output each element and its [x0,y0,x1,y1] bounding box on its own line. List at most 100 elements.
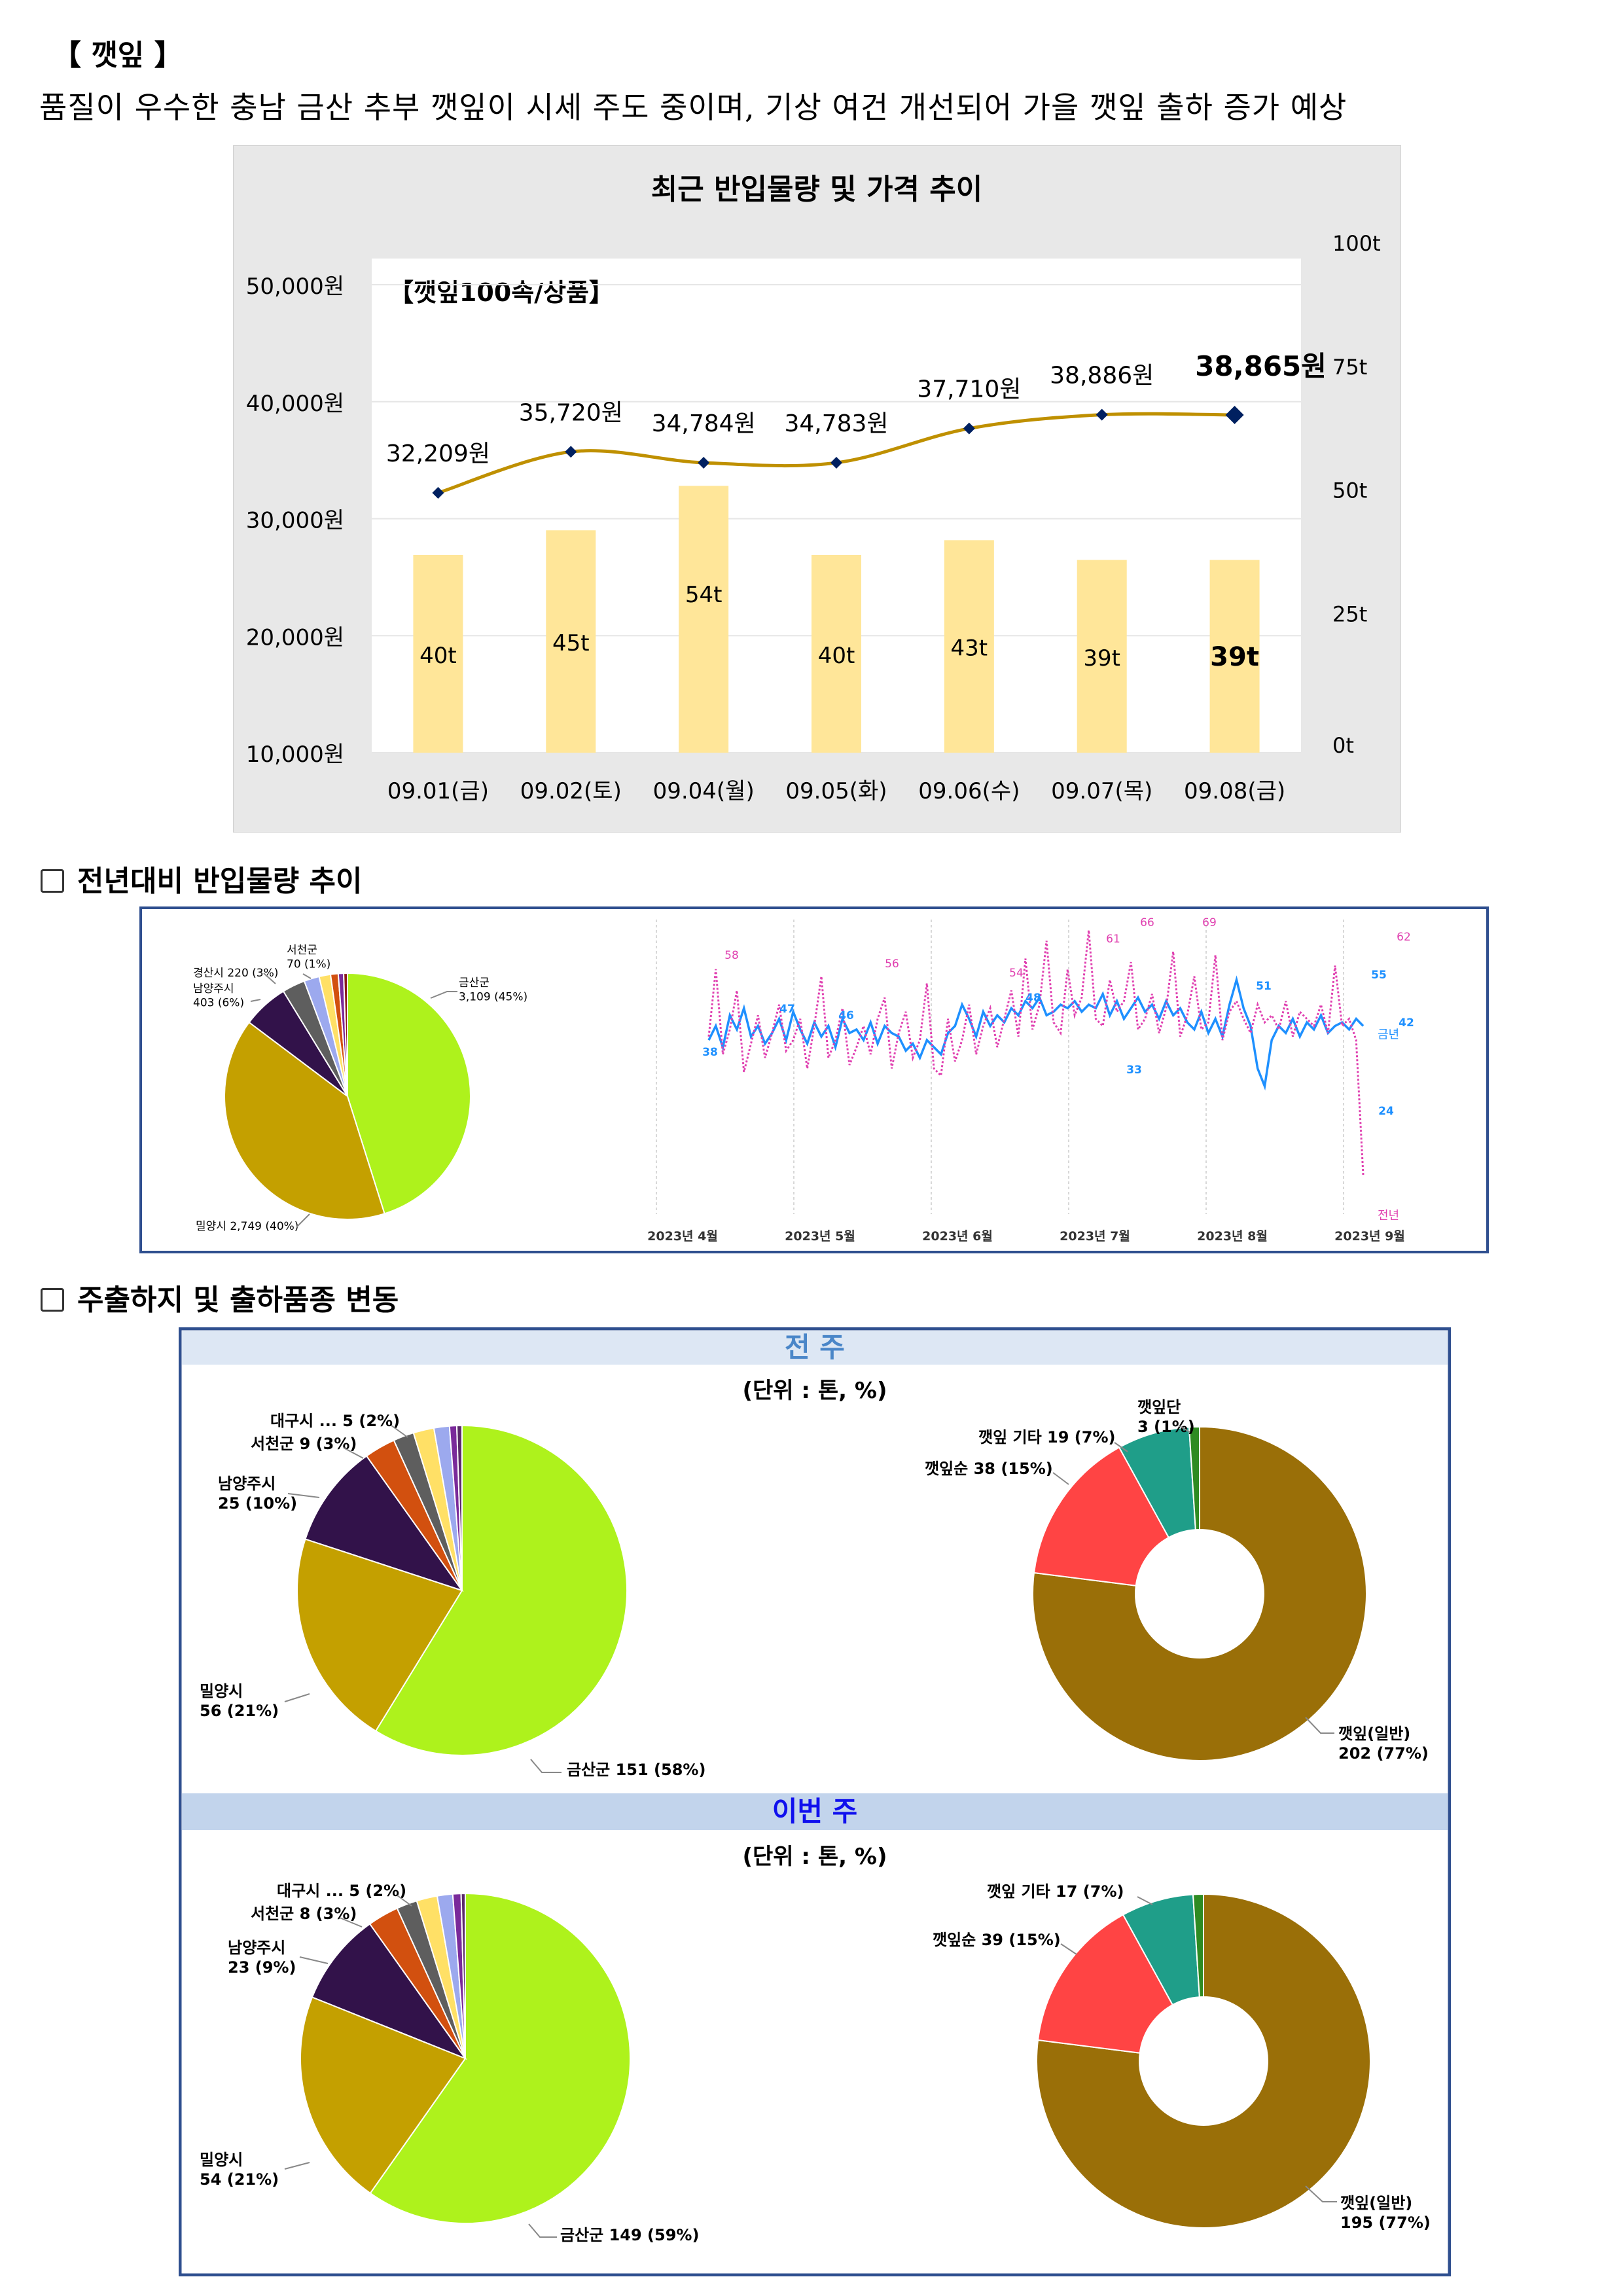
chart-title: 최근 반입물량 및 가격 추이 [651,173,983,206]
pie-slice [455,1424,463,1591]
peak-annotation: 58 [724,949,739,962]
pie-label: 깻잎(일반) [1340,2194,1412,2212]
pie-slice [369,1892,631,2224]
right-tick-label: 0t [1332,733,1354,758]
pie-slice [1192,1893,1204,1998]
pie-label: 깻잎 기타 17 (7%) [987,1882,1124,1901]
pie-slice [300,1996,467,2195]
leader-line [1305,1717,1334,1734]
price-marker [1225,406,1244,425]
price-label: 37,710원 [917,376,1021,403]
leader-line [284,1693,310,1702]
pie-label: 남양주시 [218,1475,276,1493]
pie-sublabel: 25 (10%) [218,1494,297,1513]
volume-bar [413,555,463,753]
right-tick-label: 75t [1332,355,1367,380]
volume-label: 40t [818,643,855,669]
pie-slice [304,1455,464,1592]
chart-subtitle: 【깻잎100속/상품】 [389,278,614,307]
left-tick-label: 20,000원 [246,624,344,651]
right-tick-label: 50t [1332,478,1367,503]
volume-label: 45t [552,630,590,656]
volume-label: 39t [1210,642,1259,672]
category-label: 09.04(월) [653,778,755,804]
pie-label: 대구시 ... 5 (2%) [277,1882,406,1900]
pie-label: 금산군 [459,977,490,990]
category-label: 09.07(목) [1051,778,1152,804]
leader-line [296,1213,310,1228]
pie-slice [374,1424,628,1756]
pie-sublabel: 23 (9%) [228,1958,296,1977]
pie-label: 깻잎순 39 (15%) [933,1931,1061,1949]
price-label: 38,865원 [1195,350,1327,382]
peak-annotation: 55 [1371,969,1387,982]
pie-label: 금산군 151 (58%) [567,1761,705,1779]
month-label: 2023년 8월 [1197,1229,1268,1244]
left-tick-label: 40,000원 [246,391,344,417]
leader-line [430,991,457,999]
pie-slice [224,1021,385,1220]
origin-section-header: 주출하지 및 출하품종 변동 [41,1276,399,1318]
volume-bar [1077,560,1127,753]
leader-line [1305,2185,1337,2202]
leader-line [339,1917,363,1928]
peak-annotation: 66 [1140,916,1154,929]
price-marker [1096,408,1108,421]
peak-annotation: 47 [779,1003,795,1016]
volume-label: 54t [685,582,722,608]
volume-bar [812,555,861,753]
price-label: 38,886원 [1050,363,1154,389]
recent-price-volume-chart: 최근 반입물량 및 가격 추이 【깻잎100속/상품】 10,000원 20,00… [233,145,1401,833]
price-label: 35,720원 [519,399,623,426]
page-title: 【 깻잎 】 [52,39,183,72]
left-tick-label: 50,000원 [246,274,344,300]
leader-line [1060,1943,1077,1955]
pie-sublabel: 202 (77%) [1338,1744,1429,1763]
month-label: 2023년 5월 [785,1229,855,1244]
leader-line [1178,1425,1190,1433]
pie-slice [347,972,471,1215]
peak-annotation: 48 [1026,992,1041,1005]
pie-sublabel: 3 (1%) [1137,1418,1195,1436]
volume-bar [679,486,729,753]
volume-label: 40t [419,643,457,669]
leader-line [530,1759,562,1773]
checkbox-icon [41,1288,64,1312]
pie-label: 밀양시 2,749 (40%) [196,1220,298,1233]
pie-label: 남양주시 [193,982,234,996]
right-tick-label: 25t [1332,601,1367,626]
series-line [707,975,1364,1091]
prev-week-label: 전 주 [785,1331,845,1363]
series-line [707,930,1364,1175]
peak-annotation: 33 [1126,1064,1142,1077]
volume-bar [1209,560,1260,753]
page-summary: 품질이 우수한 충남 금산 추부 깻잎이 시세 주도 중이며, 기상 여건 개선… [39,90,1347,125]
pie-sublabel: 56 (21%) [200,1702,279,1720]
category-label: 09.01(금) [387,778,489,804]
price-label: 34,783원 [784,410,888,437]
month-label: 2023년 4월 [647,1229,718,1244]
pie-label: 깻잎(일반) [1338,1725,1410,1743]
leader-line [302,973,312,979]
pie-label: 깻잎순 38 (15%) [925,1460,1053,1478]
month-label: 2023년 9월 [1334,1229,1405,1244]
this-week-banner [182,1793,1448,1830]
pie-slice [1032,1426,1367,1761]
category-label: 09.02(토) [520,778,622,804]
pie-label: 깻잎단 [1137,1398,1181,1416]
yoy-section-header: 전년대비 반입물량 추이 [41,857,362,899]
leader-line [284,2162,310,2170]
leader-line [1114,1442,1128,1452]
right-tick-label: 100t [1332,231,1381,256]
volume-label: 39t [1083,645,1120,672]
price-marker [432,487,444,499]
leader-line [397,1895,412,1907]
pie-sublabel: 54 (21%) [200,2170,279,2189]
pie-sublabel: 403 (6%) [193,996,244,1009]
price-marker [830,457,842,469]
category-label: 09.08(금) [1184,778,1285,804]
peak-annotation: 61 [1106,933,1120,946]
peak-annotation: 69 [1202,916,1217,929]
pie-sublabel: 195 (77%) [1340,2214,1431,2232]
